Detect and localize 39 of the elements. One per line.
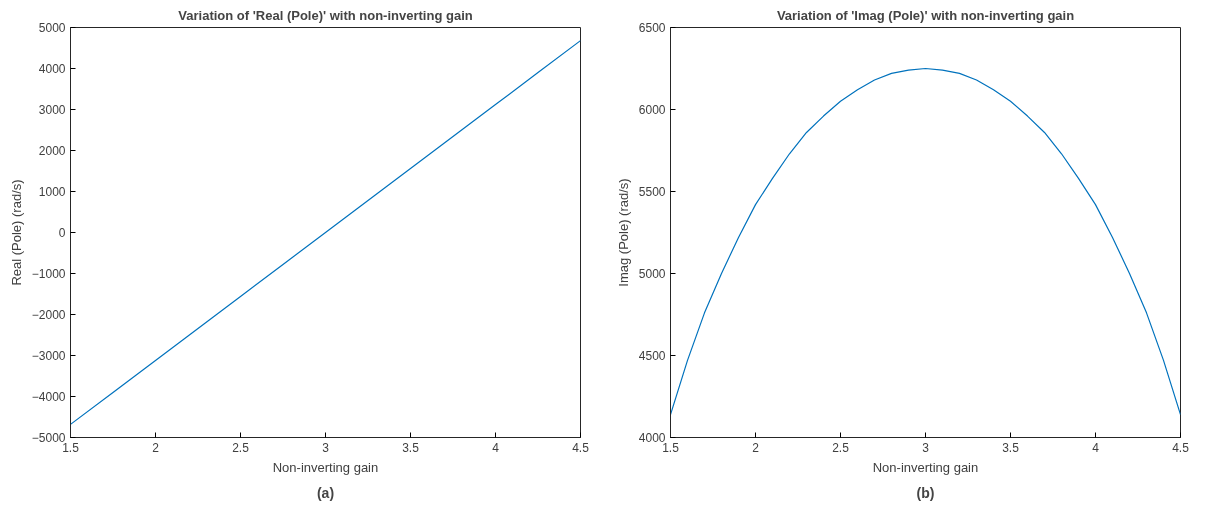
x-tick-label: 4 bbox=[1092, 440, 1100, 455]
text: (a) bbox=[316, 484, 335, 501]
x-tick-label: 4.5 bbox=[572, 440, 590, 455]
y-tick-label: 4000 bbox=[638, 431, 666, 445]
x-tick-label: 4.5 bbox=[1172, 440, 1190, 455]
chart-title: Variation of 'Real (Pole)' with non-inverting gain bbox=[178, 7, 473, 23]
y-tick-label: 2000 bbox=[38, 144, 66, 158]
line-series bbox=[670, 67, 1181, 416]
x-tick-label: 4 bbox=[492, 440, 500, 455]
y-tick-label: −2000 bbox=[31, 308, 66, 322]
y-axis-title: Real (Pole) (rad/s) bbox=[8, 179, 24, 286]
y-tick-label: −5000 bbox=[31, 431, 66, 445]
y-tick-label: −4000 bbox=[31, 390, 66, 404]
x-tick-label: 2 bbox=[152, 440, 160, 455]
y-tick-label: −1000 bbox=[31, 267, 66, 281]
x-tick-label: 3 bbox=[322, 440, 330, 455]
line-series bbox=[70, 40, 581, 425]
y-tick-label: 5500 bbox=[638, 185, 666, 199]
text: (b) bbox=[916, 484, 935, 501]
y-tick-label: 5000 bbox=[638, 267, 666, 281]
y-tick-label: 4000 bbox=[38, 62, 66, 76]
x-tick-label: 2.5 bbox=[232, 440, 250, 455]
chart-title: Variation of 'Imag (Pole)' with non-inverting gain bbox=[776, 7, 1075, 23]
y-tick-label: 6500 bbox=[638, 21, 666, 35]
y-tick-label: 6000 bbox=[638, 103, 666, 117]
y-tick-label: 1000 bbox=[38, 185, 66, 199]
y-axis-title: Imag (Pole) (rad/s) bbox=[615, 178, 631, 287]
x-tick-label: 3.5 bbox=[402, 440, 420, 455]
x-tick-label: 3.5 bbox=[1002, 440, 1020, 455]
y-tick-label: 3000 bbox=[38, 103, 66, 117]
x-axis-title: Non-inverting gain bbox=[272, 459, 379, 475]
x-tick-label: 2.5 bbox=[832, 440, 850, 455]
x-tick-label: 3 bbox=[922, 440, 930, 455]
x-tick-label: 2 bbox=[752, 440, 760, 455]
x-axis-title: Non-inverting gain bbox=[872, 459, 979, 475]
y-tick-label: 5000 bbox=[38, 21, 66, 35]
y-tick-label: 4500 bbox=[638, 349, 666, 363]
y-tick-label: −3000 bbox=[31, 349, 66, 363]
y-tick-label: 0 bbox=[58, 226, 66, 240]
